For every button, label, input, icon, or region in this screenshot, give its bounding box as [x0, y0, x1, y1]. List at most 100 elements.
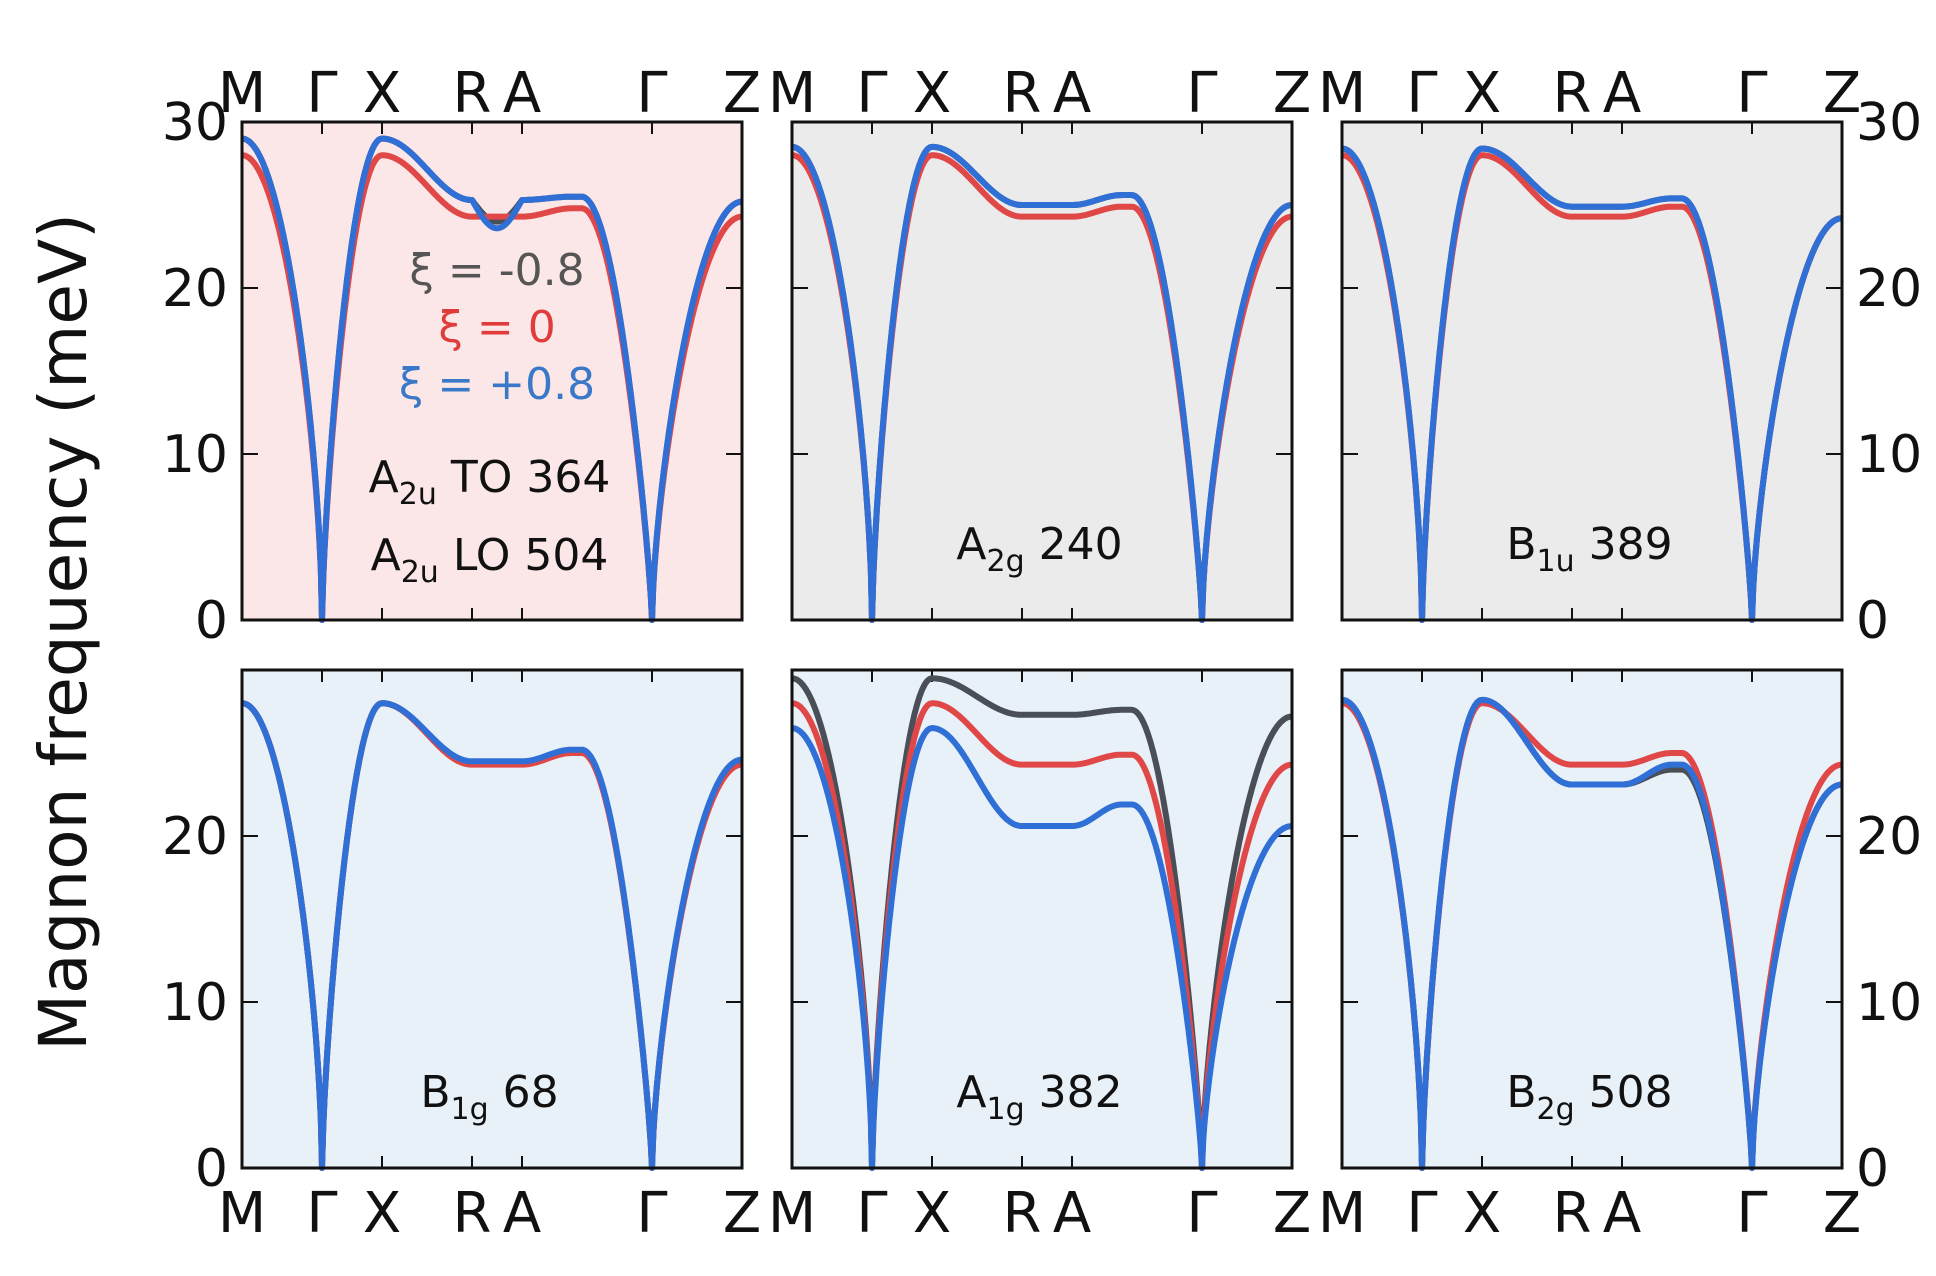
- k-point-label: Z: [1823, 1181, 1861, 1246]
- series-line-xi-plus: [1340, 696, 1844, 1171]
- k-point-label: Γ: [856, 1181, 887, 1246]
- k-point-label: Z: [1823, 61, 1861, 126]
- panel-frame: [240, 668, 744, 1170]
- k-point-label: Z: [723, 1181, 761, 1246]
- mode-main: A: [956, 519, 986, 570]
- k-point-label: X: [1463, 61, 1501, 126]
- mode-rest: 389: [1575, 519, 1673, 570]
- k-point-label: R: [1553, 1181, 1592, 1246]
- k-point-label: R: [1003, 1181, 1042, 1246]
- y-axis-label: Magnon frequency (meV): [25, 213, 102, 1051]
- mode-subscript: 1u: [1537, 544, 1575, 579]
- y-tick-label: 0: [1856, 591, 1889, 651]
- k-point-label: M: [768, 61, 816, 126]
- mode-main: A: [371, 530, 401, 581]
- k-point-label: Z: [723, 61, 761, 126]
- mode-main: A: [956, 1067, 986, 1118]
- mode-label: A1g 382: [956, 1067, 1122, 1127]
- y-tick-label: 10: [162, 425, 228, 485]
- k-point-label: Γ: [1406, 1181, 1437, 1246]
- y-tick-label: 20: [162, 259, 228, 319]
- mode-main: B: [420, 1067, 450, 1118]
- mode-rest: TO 364: [437, 452, 610, 503]
- mode-main: B: [1506, 1067, 1536, 1118]
- series-line-xi-plus: [240, 700, 744, 1171]
- panel-frame: [1340, 668, 1844, 1170]
- k-point-label: A: [1603, 1181, 1641, 1246]
- mode-rest: 68: [489, 1067, 559, 1118]
- y-tick-label: 0: [195, 591, 228, 651]
- mode-subscript: 1g: [987, 1092, 1025, 1127]
- mode-label: A2g 240: [956, 519, 1122, 579]
- mode-label: B1g 68: [420, 1067, 558, 1127]
- y-tick-label: 30: [162, 93, 228, 153]
- mode-label: A2u TO 364: [369, 452, 611, 512]
- mode-label: B1u 389: [1506, 519, 1672, 579]
- mode-main: B: [1506, 519, 1536, 570]
- legend-entry: ξ = 0: [438, 302, 555, 353]
- k-point-label: M: [1318, 1181, 1366, 1246]
- k-point-label: M: [218, 61, 266, 126]
- mode-subscript: 2u: [399, 477, 437, 512]
- k-point-label: A: [503, 61, 541, 126]
- mode-rest: 508: [1575, 1067, 1673, 1118]
- k-point-label: R: [453, 1181, 492, 1246]
- k-point-label: Γ: [1736, 61, 1767, 126]
- k-point-label: X: [1463, 1181, 1501, 1246]
- k-point-label: R: [453, 61, 492, 126]
- mode-subscript: 2g: [987, 544, 1025, 579]
- y-tick-label: 30: [1856, 93, 1922, 153]
- k-point-label: Γ: [1406, 61, 1437, 126]
- y-tick-label: 10: [1856, 973, 1922, 1033]
- y-tick-label: 20: [1856, 807, 1922, 867]
- y-tick-label: 20: [1856, 259, 1922, 319]
- k-point-label: M: [1318, 61, 1366, 126]
- mode-main: A: [369, 452, 399, 503]
- series-line-xi-plus: [790, 725, 1294, 1171]
- mode-rest: 382: [1025, 1067, 1123, 1118]
- k-point-label: X: [913, 1181, 951, 1246]
- y-tick-label: 20: [162, 807, 228, 867]
- y-tick-label: 0: [1856, 1139, 1889, 1199]
- k-point-label: X: [363, 1181, 401, 1246]
- k-point-label: Z: [1273, 1181, 1311, 1246]
- k-point-label: A: [1053, 61, 1091, 126]
- k-point-label: Z: [1273, 61, 1311, 126]
- series-line-xi-plus: [1340, 145, 1844, 623]
- k-point-label: Γ: [636, 1181, 667, 1246]
- k-point-label: Γ: [1186, 61, 1217, 126]
- k-point-label: R: [1553, 61, 1592, 126]
- panel-frame: [790, 668, 1294, 1170]
- k-point-label: A: [1603, 61, 1641, 126]
- legend-entry: ξ = +0.8: [399, 359, 595, 410]
- panel-frame: [240, 120, 744, 622]
- mode-label: B2g 508: [1506, 1067, 1672, 1127]
- k-point-label: Γ: [636, 61, 667, 126]
- k-point-label: A: [503, 1181, 541, 1246]
- k-point-label: Γ: [306, 61, 337, 126]
- mode-rest: LO 504: [439, 530, 609, 581]
- panel-frame: [1340, 120, 1844, 622]
- mode-subscript: 2g: [1537, 1092, 1575, 1127]
- panel-frame: [790, 120, 1294, 622]
- mode-rest: 240: [1025, 519, 1123, 570]
- k-point-label: A: [1053, 1181, 1091, 1246]
- k-point-label: Γ: [856, 61, 887, 126]
- mode-label: A2u LO 504: [371, 530, 609, 590]
- y-tick-label: 10: [1856, 425, 1922, 485]
- y-tick-label: 0: [195, 1139, 228, 1199]
- k-point-label: M: [218, 1181, 266, 1246]
- k-point-label: M: [768, 1181, 816, 1246]
- series-line-xi-plus: [790, 143, 1294, 623]
- k-point-label: Γ: [1186, 1181, 1217, 1246]
- y-tick-label: 10: [162, 973, 228, 1033]
- series-line-xi-plus: [240, 135, 744, 623]
